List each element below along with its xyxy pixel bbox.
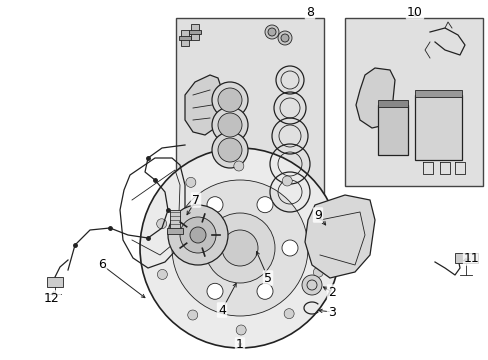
Circle shape (185, 177, 196, 187)
Circle shape (282, 176, 292, 186)
Text: 3: 3 (327, 306, 335, 319)
Polygon shape (414, 95, 461, 160)
Text: 1: 1 (236, 338, 244, 351)
Text: 6: 6 (98, 258, 106, 271)
Circle shape (180, 217, 216, 253)
Circle shape (264, 25, 279, 39)
Text: 7: 7 (192, 194, 200, 207)
Circle shape (212, 132, 247, 168)
Circle shape (257, 283, 272, 299)
Circle shape (206, 283, 223, 299)
Text: 10: 10 (406, 5, 422, 18)
Circle shape (204, 213, 274, 283)
Circle shape (168, 205, 227, 265)
Polygon shape (167, 228, 183, 234)
Polygon shape (181, 30, 189, 46)
Circle shape (212, 107, 247, 143)
Circle shape (218, 138, 242, 162)
Text: 4: 4 (218, 303, 225, 316)
Circle shape (140, 148, 339, 348)
Text: 2: 2 (327, 285, 335, 298)
Circle shape (267, 28, 275, 36)
Polygon shape (191, 24, 199, 40)
Polygon shape (184, 75, 222, 135)
Circle shape (233, 161, 244, 171)
Text: 12: 12 (44, 292, 60, 305)
Polygon shape (47, 277, 63, 287)
Bar (176, 18, 324, 208)
Polygon shape (414, 90, 461, 97)
Polygon shape (305, 195, 374, 278)
Circle shape (172, 180, 307, 316)
Circle shape (222, 230, 258, 266)
Circle shape (284, 309, 293, 319)
Polygon shape (355, 68, 394, 128)
Bar (345, 18, 482, 186)
Circle shape (157, 269, 167, 279)
Text: 11: 11 (463, 252, 479, 265)
Text: 9: 9 (313, 208, 321, 221)
Polygon shape (377, 100, 407, 107)
Circle shape (312, 217, 322, 226)
Circle shape (218, 88, 242, 112)
Text: 8: 8 (305, 5, 313, 18)
Circle shape (156, 219, 166, 229)
Polygon shape (189, 30, 201, 34)
Circle shape (206, 197, 223, 213)
Text: 5: 5 (264, 271, 271, 284)
Circle shape (190, 227, 205, 243)
Polygon shape (179, 36, 191, 40)
Circle shape (182, 240, 198, 256)
Circle shape (212, 82, 247, 118)
Circle shape (187, 310, 197, 320)
Circle shape (257, 197, 272, 213)
Circle shape (282, 240, 297, 256)
Circle shape (302, 275, 321, 295)
Polygon shape (377, 105, 407, 155)
Polygon shape (170, 210, 180, 232)
Circle shape (236, 325, 245, 335)
Polygon shape (454, 253, 477, 263)
Circle shape (281, 34, 288, 42)
Circle shape (313, 267, 323, 277)
Circle shape (278, 31, 291, 45)
Circle shape (218, 113, 242, 137)
